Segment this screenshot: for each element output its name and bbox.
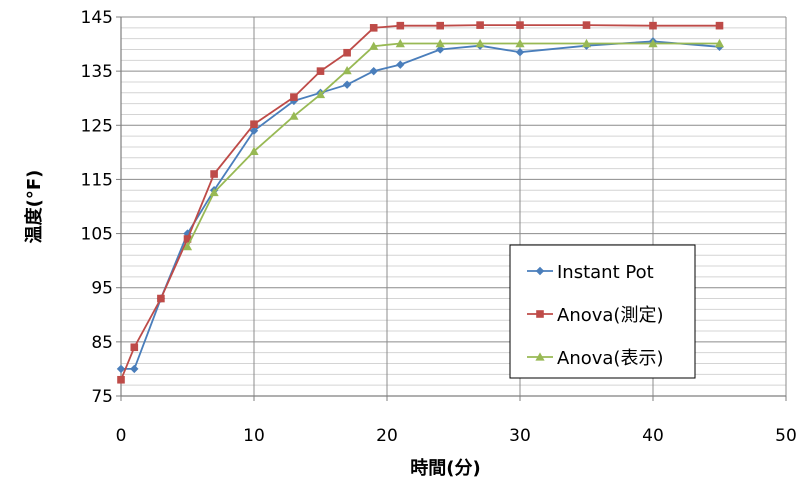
- series-anova-display: [183, 39, 724, 250]
- y-tick-label-105: 105: [81, 225, 113, 245]
- x-tick-label-30: 30: [509, 426, 531, 446]
- data-point-anova-measured: [250, 120, 258, 128]
- data-point-anova-measured: [117, 376, 125, 384]
- data-point-anova-measured: [157, 295, 165, 303]
- legend-label-anova-measured: Anova(測定): [557, 305, 663, 326]
- x-tick-labels: 0 10 20 30 40 50: [116, 426, 797, 446]
- data-point-anova-measured: [317, 67, 325, 75]
- data-point-instant-pot: [370, 67, 378, 75]
- data-point-anova-measured: [476, 21, 484, 29]
- y-tick-label-115: 115: [81, 170, 113, 190]
- legend: Instant Pot Anova(測定) Anova(表示): [510, 245, 695, 378]
- data-point-anova-measured: [583, 21, 591, 29]
- series-line-anova-display: [188, 44, 720, 247]
- x-tick-label-20: 20: [376, 426, 398, 446]
- y-tick-label-135: 135: [81, 62, 113, 82]
- legend-marker-anova-measured: [536, 310, 544, 318]
- data-point-instant-pot: [396, 60, 404, 68]
- y-tick-label-75: 75: [91, 387, 113, 407]
- legend-label-instant-pot: Instant Pot: [557, 262, 654, 283]
- data-point-anova-measured: [436, 22, 444, 30]
- y-axis-title: 温度(°F): [23, 170, 45, 244]
- data-point-anova-measured: [370, 24, 378, 32]
- y-tick-labels: 75 85 95 105 115 125 135 145: [81, 8, 113, 407]
- legend-label-anova-display: Anova(表示): [557, 348, 663, 369]
- x-tick-label-50: 50: [775, 426, 797, 446]
- y-tick-label-125: 125: [81, 116, 113, 136]
- data-point-anova-measured: [397, 22, 405, 30]
- y-tick-label-85: 85: [91, 333, 113, 353]
- data-point-anova-measured: [131, 343, 139, 351]
- data-point-anova-measured: [716, 22, 724, 30]
- data-point-anova-measured: [210, 170, 218, 178]
- data-point-anova-measured: [343, 49, 351, 57]
- y-tick-label-145: 145: [81, 8, 113, 28]
- x-tick-label-40: 40: [642, 426, 664, 446]
- data-point-anova-measured: [290, 93, 298, 101]
- x-tick-label-0: 0: [116, 426, 127, 446]
- x-tick-label-10: 10: [243, 426, 265, 446]
- x-axis-title: 時間(分): [410, 458, 480, 479]
- data-point-anova-measured: [649, 22, 657, 30]
- y-tick-label-95: 95: [91, 279, 113, 299]
- data-point-anova-measured: [516, 21, 524, 29]
- data-point-instant-pot: [130, 365, 138, 373]
